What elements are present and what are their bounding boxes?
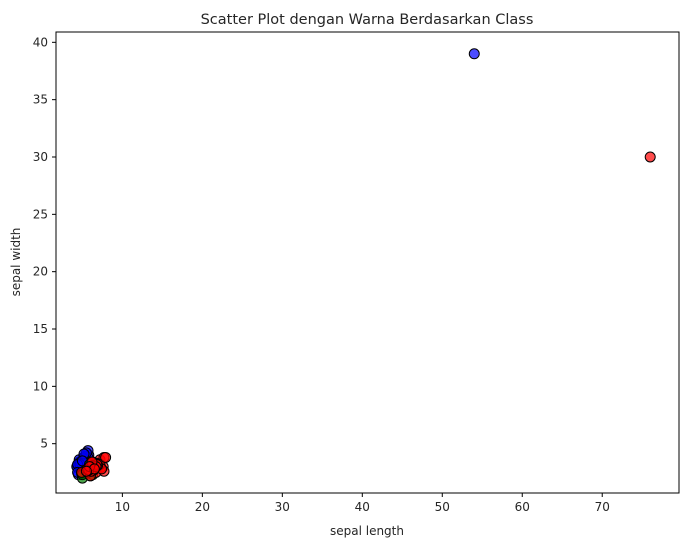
y-tick-label: 15	[33, 322, 48, 336]
x-tick-label: 50	[435, 500, 450, 514]
data-point	[468, 48, 480, 60]
y-tick-label: 25	[33, 207, 48, 221]
data-point	[644, 151, 656, 163]
x-tick-label: 70	[595, 500, 610, 514]
data-point	[80, 465, 92, 477]
y-tick-label: 5	[40, 437, 48, 451]
x-tick-label: 20	[195, 500, 210, 514]
plot-frame	[55, 31, 680, 494]
y-tick-label: 30	[33, 150, 48, 164]
x-tick-label: 60	[515, 500, 530, 514]
y-axis-label: sepal width	[9, 228, 23, 297]
y-tick-label: 35	[33, 93, 48, 107]
y-tick-label: 40	[33, 35, 48, 49]
points-layer	[71, 48, 656, 484]
chart-title: Scatter Plot dengan Warna Berdasarkan Cl…	[201, 12, 534, 28]
y-tick-label: 20	[33, 265, 48, 279]
x-tick-label: 40	[355, 500, 370, 514]
plot-area	[56, 32, 679, 493]
x-tick-label: 30	[275, 500, 290, 514]
y-axis: 5 10 15 20 25 30 35 40	[33, 35, 56, 451]
x-tick-label: 10	[115, 500, 130, 514]
y-tick-label: 10	[33, 379, 48, 393]
x-axis-label: sepal length	[330, 524, 404, 538]
data-point	[100, 451, 112, 463]
x-axis: 10 20 30 40 50 60 70	[115, 493, 610, 514]
